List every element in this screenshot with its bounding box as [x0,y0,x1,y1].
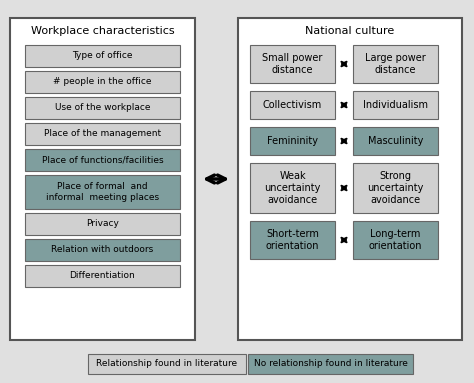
Text: Workplace characteristics: Workplace characteristics [31,26,174,36]
Bar [238,18,462,340]
Text: Place of the management: Place of the management [44,129,161,139]
Text: # people in the office: # people in the office [53,77,152,87]
Bar [25,239,180,261]
Text: Type of office: Type of office [72,51,133,61]
Text: No relationship found in literature: No relationship found in literature [254,360,408,368]
Text: National culture: National culture [305,26,395,36]
Bar [250,127,335,155]
Bar [248,354,413,374]
Bar [25,71,180,93]
Text: Strong
uncertainty
avoidance: Strong uncertainty avoidance [367,170,424,205]
Bar [25,45,180,67]
Text: Femininity: Femininity [267,136,318,146]
Text: Relationship found in literature: Relationship found in literature [96,360,237,368]
Text: Use of the workplace: Use of the workplace [55,103,150,113]
Text: Collectivism: Collectivism [263,100,322,110]
Bar [353,45,438,83]
Text: Long-term
orientation: Long-term orientation [369,229,422,251]
Bar [353,91,438,119]
Bar [353,127,438,155]
Bar [10,18,195,340]
Bar [88,354,246,374]
Text: Masculinity: Masculinity [368,136,423,146]
Text: Large power
distance: Large power distance [365,53,426,75]
Bar [353,221,438,259]
Bar [250,163,335,213]
Bar [25,213,180,235]
Text: Individualism: Individualism [363,100,428,110]
Text: Place of functions/facilities: Place of functions/facilities [42,155,164,165]
Bar [25,123,180,145]
Text: Place of formal  and
informal  meeting places: Place of formal and informal meeting pla… [46,182,159,202]
Text: Weak
uncertainty
avoidance: Weak uncertainty avoidance [264,170,321,205]
Text: Differentiation: Differentiation [70,272,136,280]
Bar [250,91,335,119]
Bar [25,175,180,209]
Bar [353,163,438,213]
Text: Short-term
orientation: Short-term orientation [266,229,319,251]
Text: Relation with outdoors: Relation with outdoors [51,246,154,254]
Bar [25,265,180,287]
Bar [25,97,180,119]
Bar [250,221,335,259]
Bar [25,149,180,171]
Text: Small power
distance: Small power distance [262,53,323,75]
Text: Privacy: Privacy [86,219,119,229]
Bar [250,45,335,83]
